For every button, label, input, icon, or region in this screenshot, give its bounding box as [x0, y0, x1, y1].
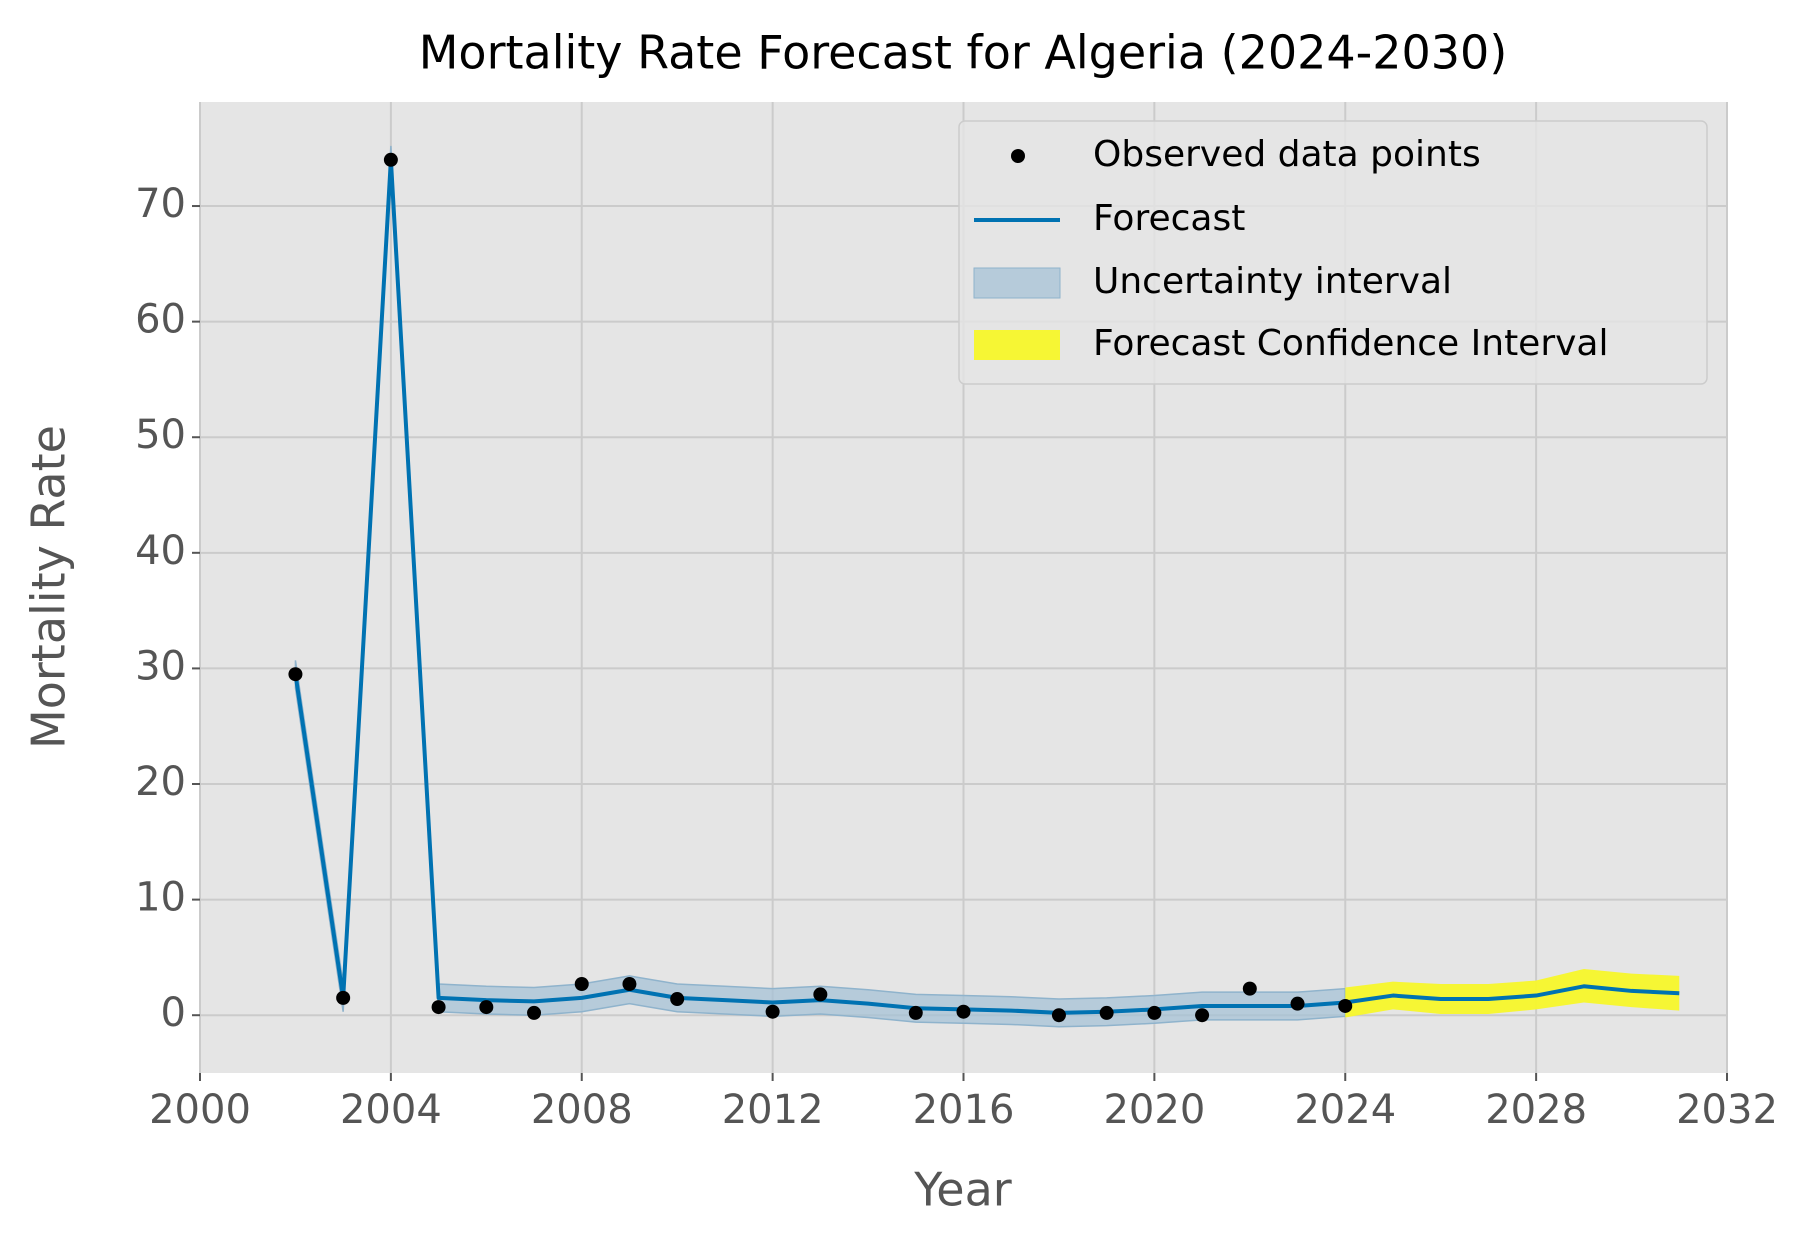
- x-tick-label: 2028: [1485, 1087, 1587, 1133]
- x-tick-label: 2012: [722, 1087, 824, 1133]
- observed-point: [527, 1005, 542, 1020]
- observed-point: [1242, 981, 1257, 996]
- y-tick-label: 40: [135, 528, 186, 574]
- y-tick-label: 70: [135, 181, 186, 227]
- legend-label: Forecast Confidence Interval: [1093, 323, 1609, 364]
- observed-point: [622, 976, 637, 991]
- observed-point: [1147, 1005, 1162, 1020]
- legend-marker: [974, 330, 1060, 360]
- observed-point: [670, 992, 685, 1007]
- x-tick-label: 2008: [531, 1087, 633, 1133]
- observed-point: [765, 1004, 780, 1019]
- marks: [288, 145, 1680, 1028]
- y-tick-label: 0: [161, 990, 186, 1036]
- x-tick-label: 2024: [1294, 1087, 1396, 1133]
- y-tick-label: 20: [135, 759, 186, 805]
- observed-point: [1099, 1005, 1114, 1020]
- interval-band: [1345, 968, 1680, 1018]
- legend-label: Observed data points: [1093, 134, 1481, 175]
- observed-point: [956, 1004, 971, 1019]
- y-tick-label: 30: [135, 643, 186, 689]
- observed-point: [813, 987, 828, 1002]
- x-tick-label: 2032: [1676, 1087, 1778, 1133]
- observed-point: [383, 152, 398, 167]
- legend-label: Uncertainty interval: [1093, 261, 1452, 302]
- observed-point: [479, 1000, 494, 1015]
- x-tick-label: 2016: [913, 1087, 1015, 1133]
- y-tick-label: 10: [135, 875, 186, 921]
- observed-point: [1290, 996, 1305, 1011]
- observed-point: [1051, 1008, 1066, 1023]
- forecast-line: [293, 157, 1680, 1015]
- observed-point: [431, 1000, 446, 1015]
- x-axis-label: Year: [913, 1163, 1011, 1217]
- chart-title: Mortality Rate Forecast for Algeria (202…: [419, 26, 1508, 80]
- observed-point: [288, 667, 303, 682]
- legend-label: Forecast: [1093, 198, 1245, 239]
- y-axis-label: Mortality Rate: [22, 425, 76, 749]
- x-tick-label: 2004: [340, 1087, 442, 1133]
- y-tick-label: 50: [135, 412, 186, 458]
- observed-point: [336, 990, 351, 1005]
- y-tick-label: 60: [135, 297, 186, 343]
- observed-point: [1195, 1008, 1210, 1023]
- x-tick-label: 2000: [149, 1087, 251, 1133]
- x-tick-label: 2020: [1103, 1087, 1205, 1133]
- observed-point: [574, 976, 589, 991]
- legend-marker: [973, 267, 1061, 299]
- legend: Observed data points Forecast Uncertainty …: [958, 120, 1708, 385]
- legend-box: [958, 120, 1708, 385]
- legend-marker: [1011, 149, 1025, 163]
- ticks: 2000 2004 2008 2012 2016 2020 2024 2028 2032 0 10 2…: [135, 181, 1778, 1133]
- observed-point: [908, 1005, 923, 1020]
- observed-point: [1338, 998, 1353, 1013]
